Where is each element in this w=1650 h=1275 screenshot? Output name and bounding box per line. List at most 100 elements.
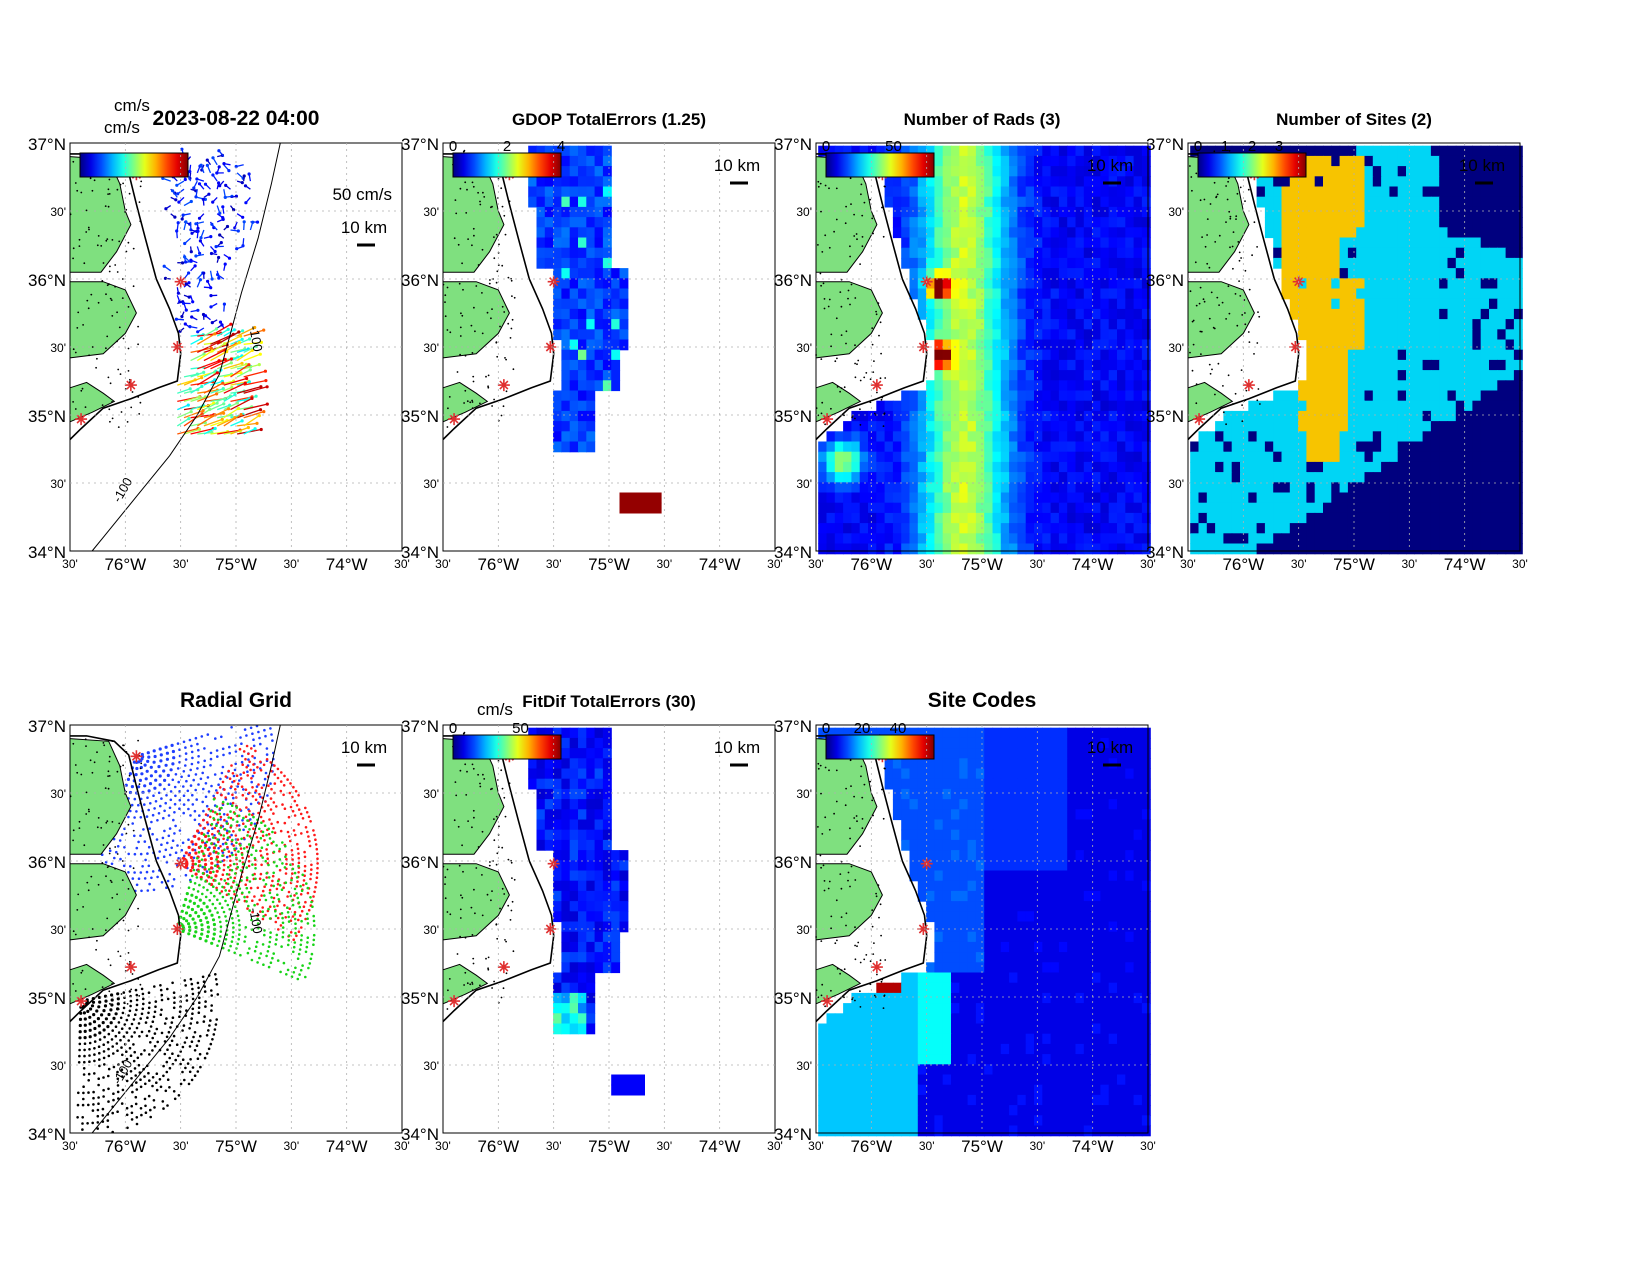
nsites-cell (1206, 492, 1216, 504)
nrads-cell (1025, 349, 1035, 361)
nsites-cell (1323, 217, 1332, 228)
lon-tick-label: 30' (1291, 557, 1307, 571)
radial-grid-point (279, 789, 283, 793)
radial-grid-point (215, 855, 219, 859)
nrads-cell (1050, 278, 1060, 290)
coast-dot (471, 352, 474, 354)
current-vector (236, 386, 262, 394)
gdop-cell (561, 288, 571, 300)
coast-dot (454, 199, 457, 202)
nsites-cell (1447, 319, 1457, 330)
nsites-cell (1223, 461, 1233, 473)
nsites-cell (1231, 482, 1241, 494)
gdop-cell (602, 186, 612, 198)
nsites-cell (1422, 196, 1432, 208)
nrads-cell (1009, 186, 1018, 198)
nrads-cell (951, 410, 960, 422)
nrads-cell (934, 390, 944, 402)
radial-grid-point (137, 803, 140, 807)
nsites-cell (1430, 196, 1440, 208)
nsites-cell (1356, 298, 1366, 310)
radial-grid-point (240, 760, 244, 764)
nrads-cell (992, 145, 1002, 157)
nsites-cell (1480, 380, 1490, 392)
radial-grid-point (118, 839, 122, 842)
nrads-cell (1009, 227, 1018, 239)
nrads-cell (1042, 461, 1052, 473)
lat-tick-label: 30' (796, 477, 812, 491)
nsites-cell (1323, 523, 1332, 534)
coast-dot (499, 325, 501, 328)
radial-grid-point (192, 856, 196, 860)
nrads-cell (1100, 502, 1110, 514)
nrads-cell (1009, 308, 1018, 320)
nsites-cell (1356, 217, 1366, 228)
current-vector (203, 379, 215, 386)
current-vector-head (236, 229, 240, 233)
nrads-cell (1017, 237, 1027, 249)
nsites-cell (1389, 329, 1399, 341)
nsites-cell (1339, 349, 1349, 361)
nrads-cell (934, 451, 944, 463)
coast-dot (1222, 411, 1225, 414)
nsites-cell (1414, 390, 1424, 402)
radial-grid-point (116, 845, 120, 848)
radial-grid-point (249, 726, 253, 730)
lat-tick-label: 36°N (28, 271, 66, 290)
radial-grid-point (308, 839, 311, 843)
nsites-cell (1447, 380, 1457, 392)
radial-grid-point (162, 769, 166, 773)
nrads-cell (818, 461, 828, 473)
gdop-cell (602, 145, 612, 157)
nsites-cell (1397, 155, 1407, 167)
nrads-cell (1141, 421, 1151, 432)
nsites-cell (1489, 206, 1498, 218)
coast-dot (1258, 315, 1261, 318)
coast-dot (849, 255, 851, 258)
radial-grid-point (150, 876, 153, 880)
nsites-cell (1323, 472, 1332, 483)
nsites-cell (1314, 176, 1324, 188)
nrads-cell (1117, 145, 1126, 157)
nrads-cell (1025, 176, 1035, 188)
nsites-cell (1422, 461, 1432, 473)
nrads-cell (967, 308, 977, 320)
radial-grid-point (255, 785, 259, 788)
radial-grid-point (133, 871, 136, 874)
nrads-cell (1025, 359, 1035, 371)
coast-dot (857, 359, 860, 362)
radial-grid-point (167, 814, 171, 817)
current-vector (216, 331, 240, 345)
nrads-cell (1058, 380, 1068, 392)
nsites-cell (1331, 186, 1341, 198)
radial-grid-point (300, 926, 303, 929)
nsites-cell (1281, 186, 1291, 198)
coast-dot (447, 407, 449, 410)
coast-dot (1256, 399, 1259, 402)
nrads-cell (1042, 298, 1052, 310)
nrads-cell (1025, 380, 1035, 392)
nrads-cell (818, 523, 828, 534)
coast-dot (107, 193, 109, 196)
nsites-cell (1206, 523, 1216, 534)
nsites-cell (1430, 237, 1440, 249)
current-vector (236, 409, 261, 419)
nrads-cell (1034, 410, 1043, 422)
radial-grid-point (143, 763, 147, 767)
radial-grid-point (259, 795, 262, 799)
radial-grid-point (230, 851, 234, 855)
nrads-cell (1108, 206, 1118, 218)
coast-dot (446, 286, 449, 289)
current-vector-head (259, 427, 263, 432)
coast-dot (487, 385, 489, 388)
nsites-cell (1314, 502, 1324, 514)
current-vector (183, 409, 204, 419)
nrads-cell (1083, 196, 1093, 208)
coast-dot (111, 315, 114, 317)
coast-dot (875, 310, 877, 313)
nsites-cell (1356, 451, 1366, 463)
nsites-cell (1347, 543, 1357, 555)
nsites-cell (1513, 288, 1523, 300)
radial-grid-point (219, 777, 222, 781)
nsites-cell (1264, 441, 1274, 453)
